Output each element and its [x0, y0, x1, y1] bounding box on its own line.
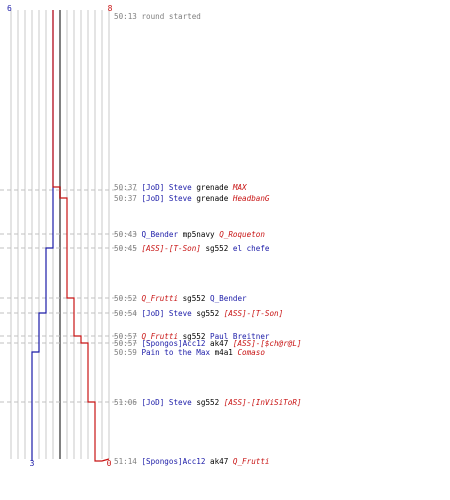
- victim-name: [ASS]-[InViSiToR]: [224, 398, 302, 407]
- event-time: 50:57: [114, 339, 137, 348]
- weapon-name: sg552: [196, 398, 219, 407]
- killer-name: Pain to the Max: [141, 348, 210, 357]
- weapon-name: ak47: [210, 457, 228, 466]
- victim-name: Q_Roqueton: [219, 230, 265, 239]
- weapon-name: sg552: [183, 294, 206, 303]
- weapon-name: sg552: [196, 309, 219, 318]
- event-time: 50:52: [114, 294, 137, 303]
- killer-name: [ASS]-[T-Son]: [141, 244, 200, 253]
- killer-name: Q_Bender: [141, 230, 178, 239]
- event-line: 50:37 [JoD] Steve grenade HeadbanG: [114, 194, 270, 203]
- killer-name: Q_Frutti: [141, 332, 178, 341]
- left-team-line: [31, 10, 54, 461]
- event-line: 50:59 Pain to the Max m4a1 Comaso: [114, 348, 265, 357]
- event-time: 50:37: [114, 194, 137, 203]
- right-team-line: [52, 10, 110, 462]
- victim-name: Q_Frutti: [233, 457, 270, 466]
- event-time: 50:54: [114, 309, 137, 318]
- killer-name: [JoD] Steve: [141, 398, 192, 407]
- victim-name: el chefe: [233, 244, 270, 253]
- event-line: 51:14 [Spongos]Acc12 ak47 Q_Frutti: [114, 457, 269, 466]
- event-line: 50:57 Q_Frutti sg552 Paul Breitner: [114, 332, 270, 341]
- event-time: 50:59: [114, 348, 137, 357]
- event-line: 51:06 [JoD] Steve sg552 [ASS]-[InViSiToR…: [114, 398, 301, 407]
- event-time: 51:14: [114, 457, 137, 466]
- victim-name: [ASS]-[T-Son]: [224, 309, 283, 318]
- killer-name: [Spongos]Acc12: [141, 339, 205, 348]
- weapon-name: sg552: [205, 244, 228, 253]
- victim-name: HeadbanG: [232, 194, 270, 203]
- killer-name: [JoD] Steve: [141, 194, 192, 203]
- weapon-name: sg552: [183, 332, 206, 341]
- event-log: 50:13 round started 50:37 [JoD] Steve gre…: [114, 12, 301, 466]
- event-line: 50:57 [Spongos]Acc12 ak47 [ASS]-[$ch@r@L…: [114, 339, 301, 348]
- event-line: 50:13 round started: [114, 12, 201, 21]
- weapon-name: ak47: [210, 339, 228, 348]
- victim-name: MAX: [232, 183, 247, 192]
- event-time: 50:45: [114, 244, 137, 253]
- victim-name: Paul Breitner: [210, 332, 270, 341]
- victim-name: Q_Bender: [210, 294, 247, 303]
- weapon-name: grenade: [196, 183, 228, 192]
- team-step-lines: [31, 10, 110, 462]
- victim-name: Comaso: [237, 348, 265, 357]
- victim-name: [ASS]-[$ch@r@L]: [233, 339, 302, 348]
- killer-name: [JoD] Steve: [141, 309, 192, 318]
- event-line: 50:43 Q_Bender mp5navy Q_Roqueton: [114, 230, 265, 239]
- event-time: 50:43: [114, 230, 137, 239]
- killer-name: Q_Frutti: [141, 294, 178, 303]
- event-time: 50:13: [114, 12, 137, 21]
- event-line: 50:37 [JoD] Steve grenade MAX: [114, 183, 247, 192]
- weapon-name: mp5navy: [183, 230, 215, 239]
- killer-name: [JoD] Steve: [141, 183, 192, 192]
- event-time: 50:57: [114, 332, 137, 341]
- event-time: 51:06: [114, 398, 137, 407]
- event-line: 50:52 Q_Frutti sg552 Q_Bender: [114, 294, 247, 303]
- event-line: 50:54 [JoD] Steve sg552 [ASS]-[T-Son]: [114, 309, 283, 318]
- left-team-start-count: 6: [7, 4, 12, 13]
- event-note: round started: [141, 12, 200, 21]
- right-team-end-count: 0: [107, 459, 112, 468]
- left-team-end-count: 3: [30, 459, 35, 468]
- killer-name: [Spongos]Acc12: [141, 457, 205, 466]
- event-line: 50:45 [ASS]-[T-Son] sg552 el chefe: [114, 244, 270, 253]
- weapon-name: m4a1: [215, 348, 234, 357]
- weapon-name: grenade: [196, 194, 228, 203]
- event-time: 50:37: [114, 183, 137, 192]
- right-team-start-count: 8: [108, 4, 113, 13]
